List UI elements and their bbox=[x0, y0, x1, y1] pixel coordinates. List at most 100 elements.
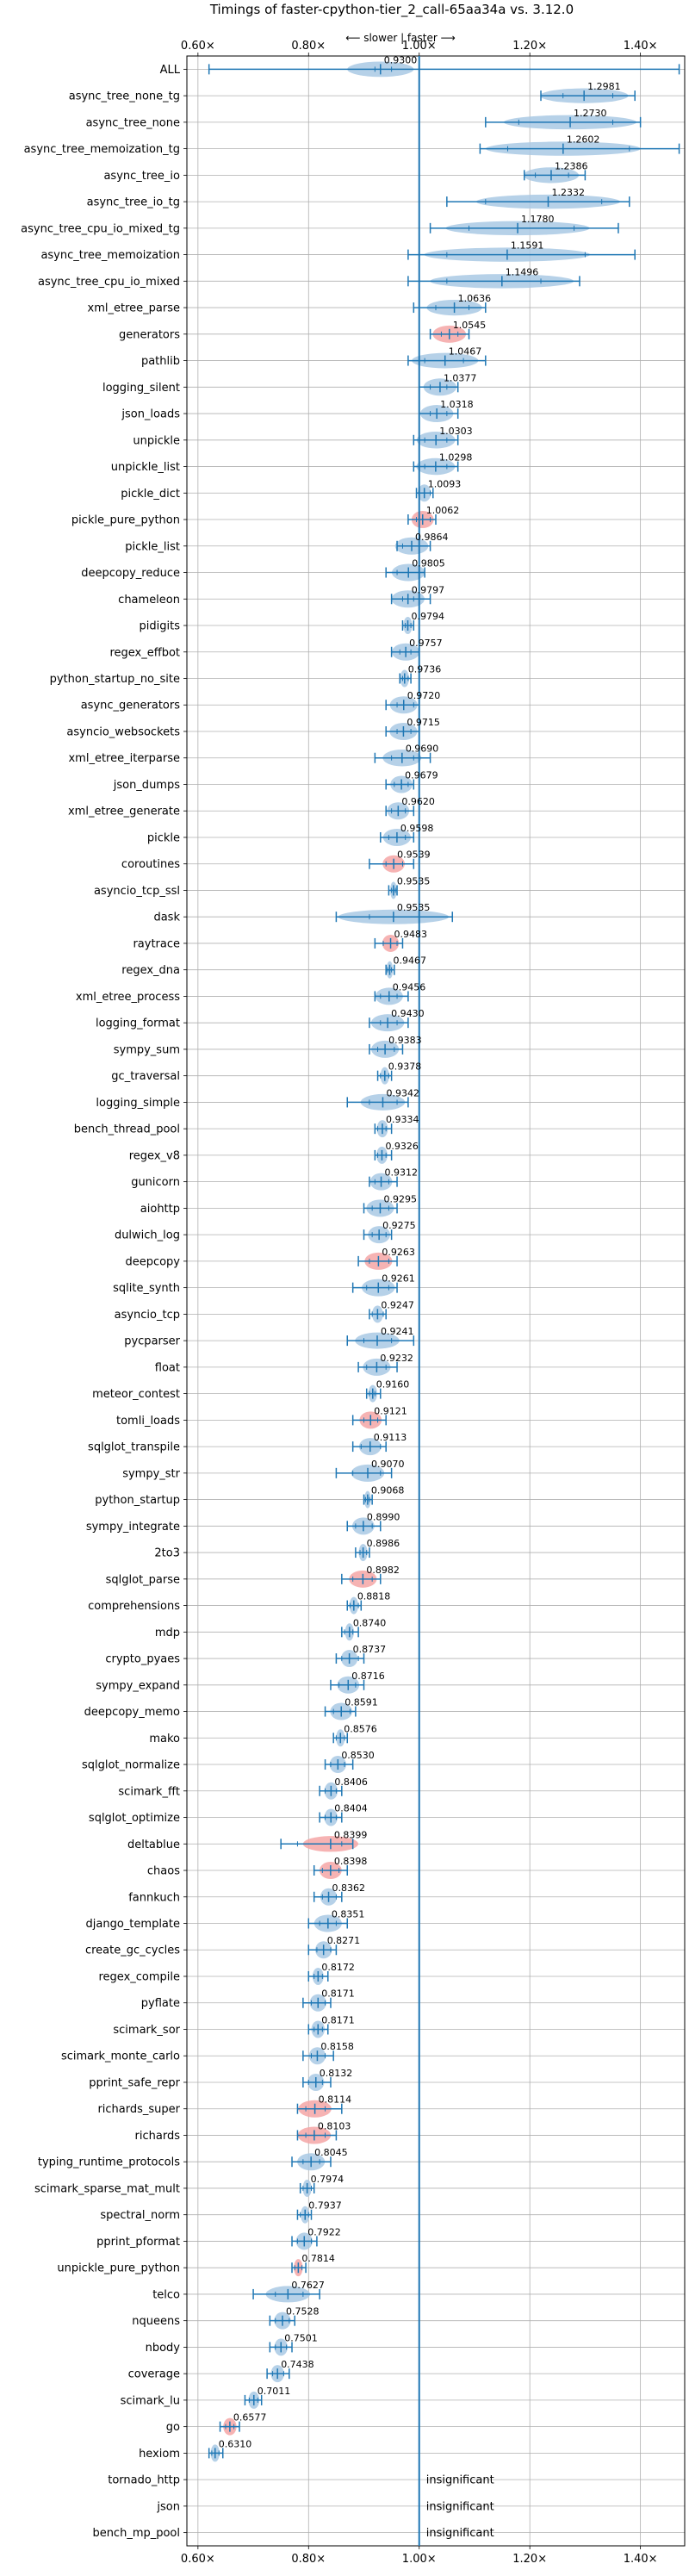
value-label: 0.7627 bbox=[291, 2280, 325, 2291]
value-label: 0.9720 bbox=[407, 690, 441, 701]
value-label: 1.1780 bbox=[521, 214, 555, 225]
benchmark-name-label: json_dumps bbox=[113, 779, 180, 792]
benchmark-name-label: chameleon bbox=[118, 594, 180, 607]
value-label: 0.8716 bbox=[351, 1671, 385, 1682]
value-label: 0.8530 bbox=[341, 1750, 375, 1761]
value-label: 0.7937 bbox=[308, 2200, 342, 2212]
value-label: 0.8114 bbox=[319, 2094, 352, 2106]
benchmark-name-label: logging_silent bbox=[102, 382, 180, 395]
value-label: 0.7814 bbox=[301, 2253, 335, 2264]
benchmark-name-label: generators bbox=[119, 328, 180, 341]
benchmark-name-label: deepcopy bbox=[125, 1255, 180, 1268]
value-label: 0.6310 bbox=[219, 2438, 252, 2449]
value-label: 0.6577 bbox=[233, 2412, 267, 2424]
value-label: 0.9797 bbox=[412, 584, 445, 595]
value-label: 0.9794 bbox=[412, 611, 444, 622]
benchmark-name-label: tornado_http bbox=[108, 2474, 180, 2487]
benchmark-name-label: logging_format bbox=[96, 1017, 180, 1030]
value-label: 0.8740 bbox=[353, 1617, 387, 1628]
x-tick-label-top: 0.80× bbox=[291, 40, 326, 53]
value-label: 0.8406 bbox=[334, 1776, 368, 1788]
value-label: 0.9275 bbox=[382, 1220, 416, 1231]
benchmark-name-label: richards_super bbox=[97, 2103, 180, 2116]
value-label: 0.9121 bbox=[374, 1405, 407, 1416]
axis-layer bbox=[183, 53, 686, 2549]
benchmark-name-label: json bbox=[156, 2500, 180, 2513]
benchmark-name-label: deepcopy_memo bbox=[84, 1706, 180, 1719]
value-label: 0.8158 bbox=[320, 2041, 354, 2052]
benchmark-name-label: async_generators bbox=[81, 700, 181, 712]
benchmark-name-label: django_template bbox=[86, 1918, 180, 1931]
value-label: 0.9690 bbox=[406, 744, 439, 755]
value-label: 0.8351 bbox=[332, 1909, 365, 1920]
benchmark-name-label: sympy_str bbox=[122, 1467, 180, 1480]
value-label: 0.9261 bbox=[382, 1273, 415, 1285]
benchmark-name-label: sqlglot_normalize bbox=[82, 1759, 180, 1772]
value-label: 1.1496 bbox=[506, 266, 539, 277]
value-label: 1.0318 bbox=[440, 399, 474, 410]
marks-layer bbox=[208, 56, 680, 2546]
value-label: 1.0303 bbox=[439, 426, 472, 437]
value-label: 0.9430 bbox=[391, 1008, 425, 1019]
benchmark-name-label: pickle bbox=[147, 831, 180, 844]
value-label: 0.7011 bbox=[258, 2386, 291, 2397]
benchmark-name-label: scimark_monte_carlo bbox=[61, 2050, 180, 2063]
benchmark-name-label: coroutines bbox=[121, 858, 180, 871]
value-label: 0.9113 bbox=[374, 1432, 407, 1443]
benchmark-name-label: sqlite_synth bbox=[113, 1282, 180, 1295]
benchmark-name-label: async_tree_none_tg bbox=[69, 90, 180, 103]
benchmark-name-label: scimark_sparse_mat_mult bbox=[34, 2182, 180, 2195]
value-label: 0.9241 bbox=[381, 1326, 414, 1337]
benchmark-name-label: pickle_list bbox=[125, 540, 180, 553]
value-label: 1.0636 bbox=[458, 293, 492, 304]
value-label: 0.9312 bbox=[385, 1167, 419, 1179]
benchmark-name-label: pprint_safe_repr bbox=[89, 2076, 180, 2089]
benchmark-name-label: go bbox=[166, 2421, 180, 2434]
value-label: 0.8362 bbox=[332, 1882, 366, 1894]
value-label: 0.8103 bbox=[318, 2120, 351, 2131]
benchmark-name-label: sympy_sum bbox=[114, 1043, 180, 1056]
value-label: 0.8576 bbox=[344, 1723, 377, 1734]
value-label: 0.8591 bbox=[344, 1697, 378, 1708]
value-label: 1.0298 bbox=[439, 452, 473, 464]
value-label: 1.2981 bbox=[587, 81, 621, 92]
benchmark-name-label: xml_etree_generate bbox=[68, 806, 180, 818]
benchmark-name-label: gc_traversal bbox=[111, 1070, 180, 1083]
benchmark-name-label: json_loads bbox=[121, 408, 180, 421]
value-label: 1.2386 bbox=[555, 160, 588, 171]
benchmark-name-label: regex_dna bbox=[121, 964, 180, 977]
benchmark-name-label: async_tree_cpu_io_mixed_tg bbox=[21, 222, 180, 235]
value-label: 0.9295 bbox=[383, 1193, 417, 1204]
value-label: 0.9456 bbox=[393, 981, 426, 992]
value-label: 0.8986 bbox=[367, 1538, 400, 1549]
benchmark-name-label: ALL bbox=[160, 64, 181, 77]
benchmark-name-label: regex_v8 bbox=[129, 1149, 180, 1162]
value-label: 0.9598 bbox=[400, 823, 434, 834]
benchmark-name-label: sqlglot_optimize bbox=[89, 1812, 180, 1825]
value-label: 0.9232 bbox=[380, 1353, 413, 1364]
benchmark-name-label: unpickle bbox=[133, 434, 180, 447]
value-label: 0.9263 bbox=[382, 1247, 415, 1258]
benchmark-name-label: comprehensions bbox=[88, 1600, 180, 1613]
plot-frame bbox=[186, 55, 686, 2547]
x-tick-label-top: 1.40× bbox=[624, 40, 658, 53]
benchmark-name-label: aiohttp bbox=[140, 1203, 180, 1216]
value-label: 0.9864 bbox=[415, 532, 449, 543]
benchmark-name-label: asyncio_tcp bbox=[115, 1309, 180, 1322]
value-label: 0.7438 bbox=[281, 2359, 314, 2370]
value-label: 0.9334 bbox=[386, 1114, 419, 1125]
direction-label: ⟵ slower | faster ⟶ bbox=[345, 32, 456, 44]
benchmark-name-label: unpickle_list bbox=[111, 461, 180, 474]
value-label: 0.9539 bbox=[397, 849, 431, 861]
benchmark-name-label: tomli_loads bbox=[116, 1415, 180, 1428]
value-label: 1.0545 bbox=[453, 320, 487, 331]
value-label: 0.8172 bbox=[321, 1962, 355, 1973]
benchmark-name-label: unpickle_pure_python bbox=[57, 2262, 180, 2275]
benchmark-name-label: pathlib bbox=[141, 355, 180, 368]
benchmark-name-label: xml_etree_process bbox=[76, 991, 180, 1004]
benchmark-name-label: meteor_contest bbox=[92, 1388, 180, 1401]
benchmark-name-label: async_tree_io_tg bbox=[87, 196, 180, 209]
benchmark-name-label: mdp bbox=[155, 1627, 180, 1640]
benchmark-name-label: python_startup bbox=[95, 1494, 180, 1507]
value-label: 1.1591 bbox=[511, 240, 544, 252]
